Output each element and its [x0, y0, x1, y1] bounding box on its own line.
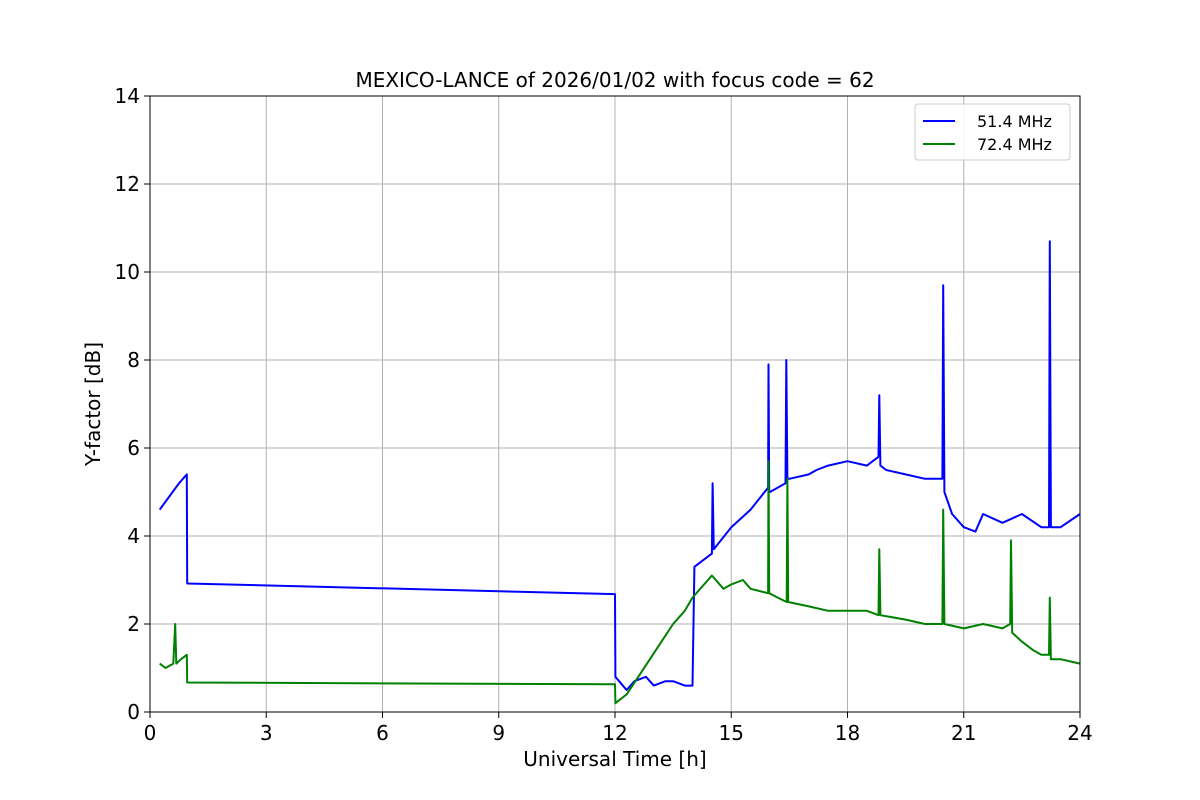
- y-axis-label: Y-factor [dB]: [81, 342, 105, 467]
- legend-label: 72.4 MHz: [977, 135, 1052, 154]
- y-tick-label: 14: [115, 84, 140, 108]
- y-tick-label: 4: [127, 524, 140, 548]
- legend-label: 51.4 MHz: [977, 112, 1052, 131]
- chart-title: MEXICO-LANCE of 2026/01/02 with focus co…: [355, 68, 874, 92]
- x-tick-label: 3: [260, 721, 273, 745]
- y-tick-label: 2: [127, 612, 140, 636]
- y-tick-label: 6: [127, 436, 140, 460]
- legend-box: [914, 103, 1071, 161]
- x-tick-label: 12: [602, 721, 627, 745]
- series-line-2: [159, 460, 1081, 705]
- x-tick-label: 9: [492, 721, 505, 745]
- x-axis-label: Universal Time [h]: [523, 747, 706, 771]
- y-tick-label: 8: [127, 348, 140, 372]
- x-axis: 0 3 6 9 12 15 18 21 24: [144, 712, 1093, 745]
- legend: 51.4 MHz 72.4 MHz: [914, 103, 1071, 161]
- y-tick-label: 0: [127, 700, 140, 724]
- series-layer: [158, 240, 1081, 705]
- y-axis: 0 2 4 6 8 10 12 14: [115, 84, 150, 724]
- y-tick-label: 12: [115, 172, 140, 196]
- x-tick-label: 0: [144, 721, 157, 745]
- y-tick-label: 10: [115, 260, 140, 284]
- x-tick-label: 24: [1067, 721, 1092, 745]
- x-tick-label: 18: [835, 721, 860, 745]
- x-tick-label: 15: [719, 721, 744, 745]
- x-tick-label: 6: [376, 721, 389, 745]
- x-tick-label: 21: [951, 721, 976, 745]
